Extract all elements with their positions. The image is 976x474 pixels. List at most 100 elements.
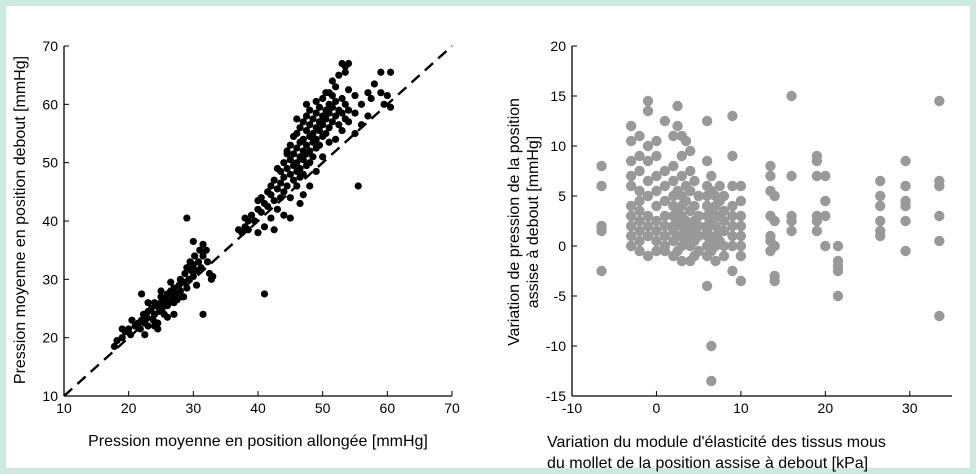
right-data-point bbox=[642, 230, 654, 242]
right-data-point bbox=[676, 170, 687, 182]
right-data-point bbox=[900, 245, 911, 257]
left-data-point bbox=[302, 112, 311, 120]
left-data-point bbox=[325, 124, 333, 132]
left-x-tick-label: 60 bbox=[380, 400, 396, 416]
right-data-point bbox=[735, 230, 747, 242]
left-ylabel: Pression moyenne en position debout [mmH… bbox=[12, 56, 29, 384]
left-data-point bbox=[306, 147, 314, 155]
left-data-point bbox=[328, 118, 336, 126]
right-y-tick-label: 0 bbox=[558, 238, 566, 254]
left-data-point bbox=[302, 141, 311, 149]
right-data-point bbox=[693, 190, 704, 202]
right-data-point bbox=[693, 220, 704, 232]
left-data-point bbox=[309, 129, 317, 138]
left-data-point bbox=[183, 284, 191, 292]
left-data-point bbox=[325, 138, 333, 146]
left-data-point bbox=[110, 342, 119, 351]
left-data-point bbox=[181, 269, 189, 278]
left-data-point bbox=[296, 164, 304, 173]
left-data-point bbox=[247, 211, 256, 219]
right-data-point bbox=[735, 240, 747, 252]
right-data-point bbox=[651, 245, 662, 257]
right-data-point bbox=[689, 175, 700, 187]
right-data-point bbox=[634, 225, 645, 237]
right-data-point bbox=[727, 150, 738, 162]
left-data-point bbox=[341, 100, 349, 108]
left-data-point bbox=[183, 214, 191, 222]
left-data-point bbox=[144, 299, 152, 307]
left-data-point bbox=[199, 240, 207, 248]
right-data-point bbox=[718, 215, 730, 227]
left-data-point bbox=[143, 313, 151, 321]
right-data-point bbox=[668, 160, 679, 172]
left-data-point bbox=[319, 94, 327, 103]
left-data-point bbox=[199, 252, 207, 260]
right-data-point bbox=[875, 190, 886, 202]
right-data-point bbox=[900, 215, 911, 227]
right-data-point bbox=[689, 200, 700, 212]
left-data-point bbox=[141, 331, 149, 339]
right-data-point bbox=[727, 265, 738, 277]
right-x-tick-label: 20 bbox=[818, 400, 834, 416]
right-data-point bbox=[727, 180, 738, 192]
left-data-point bbox=[286, 214, 294, 222]
left-data-point bbox=[344, 59, 353, 68]
left-data-point bbox=[315, 103, 324, 111]
right-data-point bbox=[875, 215, 886, 227]
left-y-tick-label: 30 bbox=[42, 271, 58, 287]
left-data-point bbox=[338, 126, 346, 135]
left-points bbox=[110, 59, 395, 351]
right-data-point bbox=[659, 220, 671, 232]
right-y-tick-label: 15 bbox=[550, 88, 566, 104]
left-y-tick-label: 10 bbox=[42, 388, 58, 404]
left-data-point bbox=[325, 109, 333, 117]
left-data-point bbox=[377, 89, 385, 97]
left-data-point bbox=[299, 135, 307, 143]
left-data-point bbox=[328, 91, 336, 100]
left-data-point bbox=[302, 126, 311, 135]
left-data-point bbox=[286, 170, 294, 178]
right-data-point bbox=[706, 375, 717, 387]
right-data-point bbox=[706, 340, 717, 352]
right-data-point bbox=[642, 105, 654, 117]
right-data-point bbox=[672, 100, 683, 112]
right-data-point bbox=[727, 230, 738, 242]
right-data-point bbox=[596, 225, 607, 237]
left-data-point bbox=[267, 182, 275, 190]
left-data-point bbox=[357, 100, 366, 108]
left-data-point bbox=[380, 100, 388, 108]
left-data-point bbox=[293, 144, 301, 152]
right-data-point bbox=[680, 195, 692, 207]
figure-panel bbox=[6, 6, 970, 468]
left-data-point bbox=[351, 109, 359, 117]
right-data-point bbox=[642, 250, 654, 262]
right-data-point bbox=[625, 180, 637, 192]
right-data-point bbox=[651, 235, 662, 247]
right-data-point bbox=[706, 170, 717, 182]
left-data-point bbox=[170, 310, 178, 318]
right-y-tick-label: 20 bbox=[550, 38, 566, 54]
left-data-point bbox=[244, 217, 252, 225]
left-data-point bbox=[312, 167, 320, 176]
left-data-point bbox=[118, 325, 126, 333]
left-y-tick-label: 50 bbox=[42, 155, 58, 171]
left-ylabel-text: Pression moyenne en position debout [mmH… bbox=[12, 56, 29, 384]
right-data-point bbox=[685, 145, 696, 157]
right-data-point bbox=[625, 220, 637, 232]
right-data-point bbox=[718, 250, 730, 262]
left-data-point bbox=[176, 287, 184, 295]
right-data-point bbox=[634, 235, 645, 247]
right-x-tick-label: 0 bbox=[653, 400, 661, 416]
left-data-point bbox=[338, 109, 346, 117]
right-y-tick-label: 5 bbox=[558, 188, 566, 204]
left-x-tick-label: 10 bbox=[56, 400, 72, 416]
left-x-tick-label: 50 bbox=[315, 400, 331, 416]
right-data-point bbox=[875, 230, 886, 242]
left-data-point bbox=[315, 126, 324, 135]
left-y-tick-label: 70 bbox=[42, 38, 58, 54]
left-data-point bbox=[273, 164, 281, 173]
left-data-point bbox=[332, 97, 340, 106]
right-x-tick-label: 10 bbox=[733, 400, 749, 416]
right-y-tick-label: -10 bbox=[546, 338, 566, 354]
right-y-tick-label: -15 bbox=[546, 388, 566, 404]
